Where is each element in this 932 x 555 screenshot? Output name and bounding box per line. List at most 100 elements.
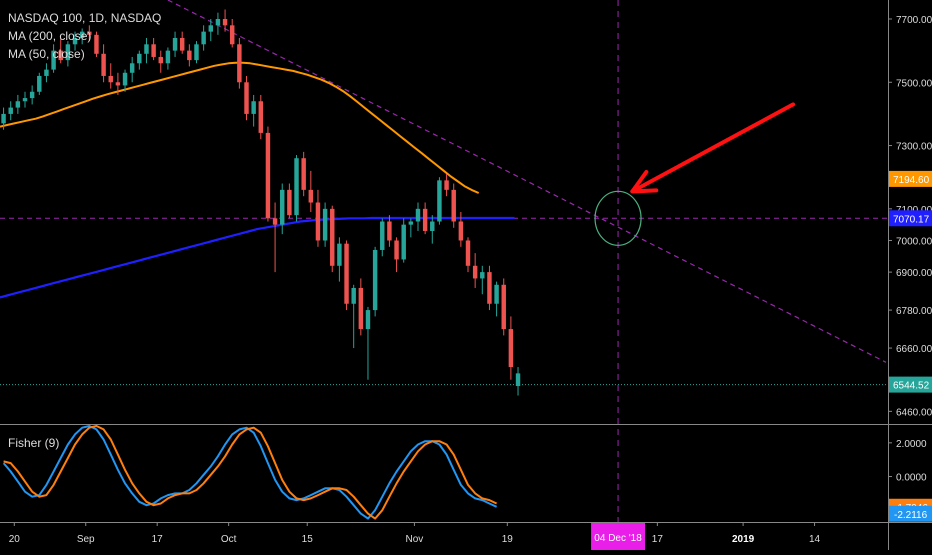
candle-body[interactable] — [22, 98, 28, 102]
candle-body[interactable] — [151, 44, 156, 57]
candle-body[interactable] — [444, 180, 449, 190]
candle-body[interactable] — [229, 25, 235, 45]
candle-body[interactable] — [408, 221, 414, 225]
candle[interactable] — [201, 25, 206, 51]
candle[interactable] — [351, 284, 356, 349]
candle-body[interactable] — [451, 189, 456, 222]
candle[interactable] — [72, 31, 78, 51]
candle[interactable] — [401, 218, 406, 263]
candle-body[interactable] — [301, 158, 306, 190]
candle-body[interactable] — [172, 37, 178, 51]
candle-body[interactable] — [287, 189, 292, 216]
candle[interactable] — [515, 367, 521, 396]
candle-body[interactable] — [65, 44, 71, 61]
candle-body[interactable] — [465, 240, 471, 266]
candle[interactable] — [79, 28, 85, 45]
candle[interactable] — [22, 91, 28, 108]
candle[interactable] — [44, 63, 49, 83]
candle[interactable] — [272, 202, 278, 273]
candle[interactable] — [487, 265, 492, 311]
candle[interactable] — [472, 253, 478, 288]
candle[interactable] — [430, 215, 435, 244]
candle[interactable] — [101, 44, 106, 83]
candle-body[interactable] — [179, 37, 185, 51]
candle-body[interactable] — [208, 25, 214, 32]
candle[interactable] — [115, 72, 121, 95]
candle[interactable] — [344, 240, 349, 311]
candle[interactable] — [408, 218, 414, 238]
candle-body[interactable] — [501, 284, 506, 330]
candle-body[interactable] — [365, 310, 371, 330]
candle[interactable] — [372, 246, 378, 317]
candle-body[interactable] — [280, 189, 285, 225]
candle-body[interactable] — [115, 82, 121, 86]
candle-body[interactable] — [458, 221, 464, 241]
candle[interactable] — [158, 50, 163, 73]
candle[interactable] — [151, 37, 156, 61]
candle[interactable] — [415, 202, 421, 231]
candle[interactable] — [8, 101, 13, 121]
candle[interactable] — [465, 237, 471, 273]
candle-body[interactable] — [272, 218, 278, 225]
candle-body[interactable] — [194, 44, 199, 61]
candle[interactable] — [244, 75, 249, 121]
candle-body[interactable] — [201, 31, 206, 45]
price-pane[interactable] — [0, 0, 888, 522]
candle[interactable] — [315, 189, 321, 247]
candle-body[interactable] — [387, 221, 392, 241]
candle-body[interactable] — [244, 82, 249, 114]
candle[interactable] — [451, 183, 456, 228]
candle-body[interactable] — [72, 37, 78, 45]
candle-body[interactable] — [122, 72, 128, 86]
candle[interactable] — [501, 278, 506, 336]
candle[interactable] — [15, 94, 21, 114]
fisher-pane[interactable] — [2, 425, 498, 520]
candle-body[interactable] — [79, 31, 85, 38]
candle-body[interactable] — [187, 50, 192, 61]
candle[interactable] — [251, 94, 256, 127]
candle-body[interactable] — [294, 158, 299, 216]
candle-body[interactable] — [29, 91, 35, 99]
candle-body[interactable] — [515, 373, 521, 387]
candle[interactable] — [108, 63, 113, 89]
candle-body[interactable] — [44, 69, 49, 76]
candle[interactable] — [208, 18, 214, 42]
candle[interactable] — [265, 126, 271, 222]
candle-body[interactable] — [351, 287, 356, 304]
annotation-circle[interactable] — [594, 190, 642, 246]
candle[interactable] — [37, 72, 42, 95]
candle-body[interactable] — [158, 56, 163, 64]
candle[interactable] — [215, 12, 221, 35]
candle-body[interactable] — [337, 243, 342, 266]
candle-body[interactable] — [480, 272, 485, 279]
candle[interactable] — [287, 183, 292, 219]
candle[interactable] — [87, 25, 92, 42]
candle[interactable] — [480, 265, 485, 295]
candle[interactable] — [280, 183, 285, 235]
candle-body[interactable] — [358, 287, 364, 330]
candle[interactable] — [165, 47, 171, 70]
candle-body[interactable] — [422, 208, 428, 231]
candle[interactable] — [122, 69, 128, 92]
candle-body[interactable] — [94, 34, 99, 54]
candle[interactable] — [222, 9, 228, 32]
candle[interactable] — [330, 205, 335, 273]
candle[interactable] — [65, 41, 71, 67]
candle[interactable] — [365, 306, 371, 380]
candle-body[interactable] — [51, 50, 56, 70]
candle[interactable] — [294, 155, 299, 222]
candle-body[interactable] — [315, 202, 321, 241]
candle-body[interactable] — [15, 101, 21, 108]
candle-body[interactable] — [108, 75, 113, 83]
candle[interactable] — [337, 237, 342, 282]
candle-body[interactable] — [1, 113, 6, 124]
candle[interactable] — [58, 37, 63, 64]
candle[interactable] — [258, 94, 264, 140]
candle[interactable] — [387, 215, 392, 247]
candle-body[interactable] — [330, 208, 335, 266]
candle[interactable] — [380, 218, 385, 257]
candle-body[interactable] — [129, 63, 135, 73]
candle[interactable] — [229, 18, 235, 48]
candle-body[interactable] — [487, 272, 492, 304]
candle-body[interactable] — [215, 18, 221, 26]
